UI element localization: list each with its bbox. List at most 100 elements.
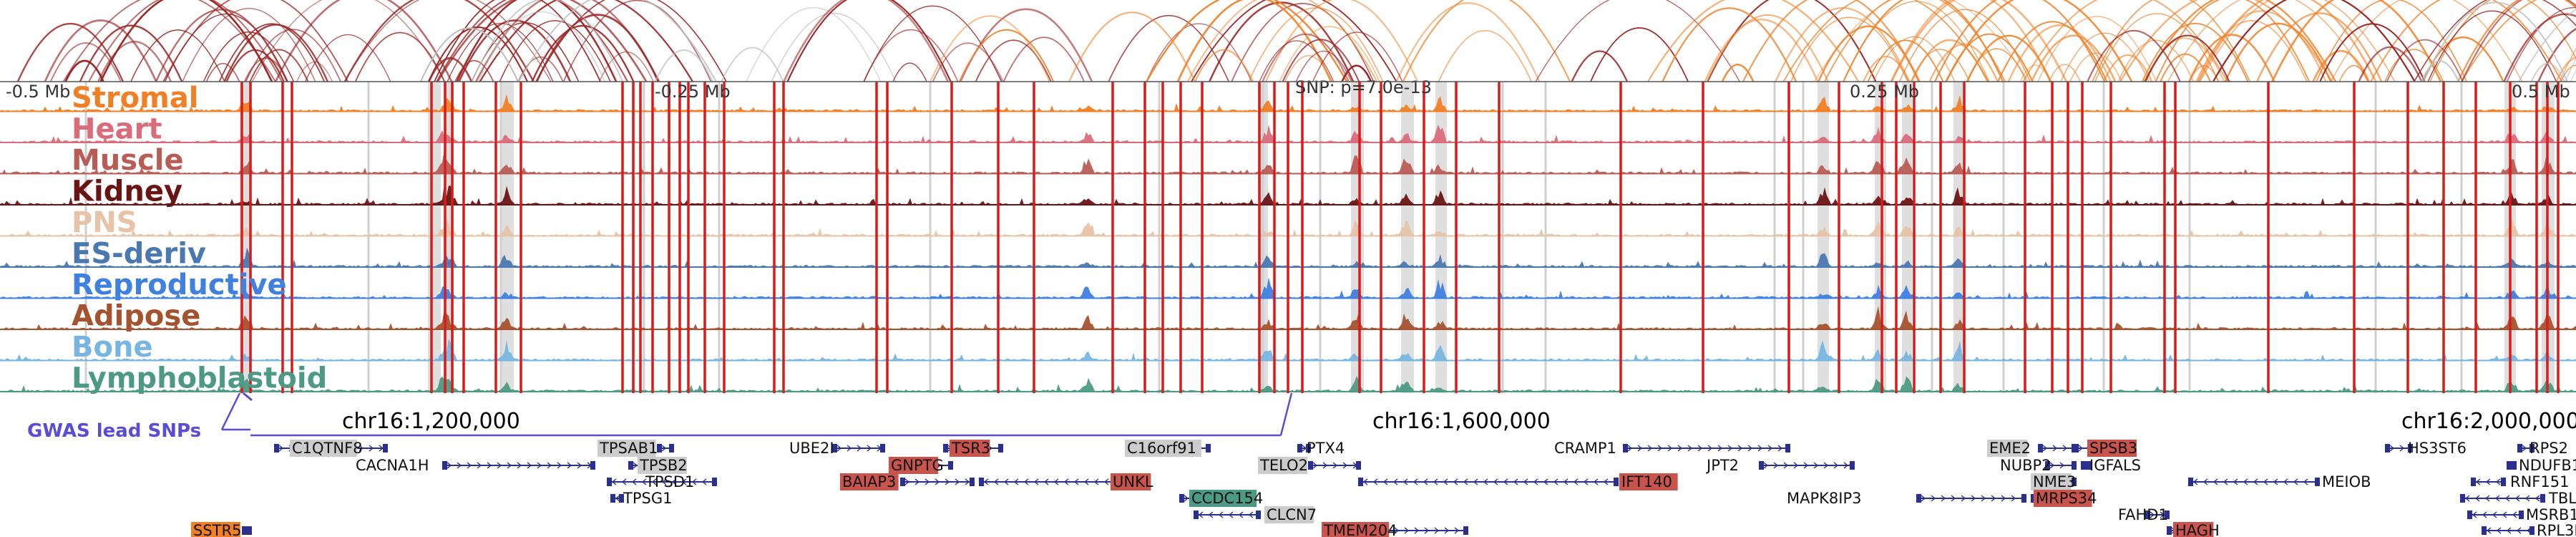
strand-chevron xyxy=(2504,495,2510,502)
signal-area xyxy=(0,218,2576,236)
signal-area xyxy=(0,376,2576,392)
strand-chevron xyxy=(477,462,482,469)
loop-arc-78 xyxy=(1194,49,1254,82)
track-label-kidney: Kidney xyxy=(72,175,182,208)
axis-label-0.25mb: 0.25 Mb xyxy=(1850,82,1919,102)
gene-tpsd1: TPSD1 xyxy=(607,473,717,490)
gene-label-box xyxy=(1111,473,1151,490)
loop-arc-136 xyxy=(1910,49,1971,82)
loop-arc-171 xyxy=(2358,46,2423,82)
gene-exon xyxy=(619,494,624,503)
gene-ptx4: PTX4 xyxy=(1297,440,1345,457)
strand-chevron xyxy=(1103,478,1109,485)
gene-ube2i: UBE2I xyxy=(789,440,885,457)
gene-exon xyxy=(832,444,837,453)
strand-chevron xyxy=(661,478,667,485)
gene-tpsab1: TPSAB1 xyxy=(597,440,674,457)
gene-label: SPSB3 xyxy=(2089,440,2137,457)
loop-arc-38 xyxy=(305,34,391,82)
gene-exon xyxy=(979,478,984,486)
highlight-region-3 xyxy=(501,82,514,393)
loop-arc-19 xyxy=(343,0,535,82)
gene-label: TSR3 xyxy=(951,440,990,457)
loop-arc-165 xyxy=(2414,0,2576,82)
gene-exon xyxy=(1297,444,1302,453)
gene-exon xyxy=(2529,444,2534,453)
strand-chevron xyxy=(278,445,284,452)
gene-sstr5: SSTR5 xyxy=(191,522,252,537)
gene-label: C1QTNF8 xyxy=(292,440,363,457)
loop-arc-28 xyxy=(296,62,333,82)
strand-chevron xyxy=(2482,511,2487,518)
gene-exon xyxy=(2045,461,2050,470)
loop-arc-43 xyxy=(456,0,618,82)
gene-label: TELO2 xyxy=(1259,457,1308,474)
gene-exon xyxy=(2031,494,2036,503)
gene-exon xyxy=(242,526,247,535)
strand-chevron xyxy=(369,445,374,452)
loop-arc-121 xyxy=(2048,64,2082,82)
gene-label: FAHD1 xyxy=(2118,506,2168,523)
gene-cramp1: CRAMP1 xyxy=(1554,440,1790,457)
strand-chevron xyxy=(2273,478,2278,485)
strand-chevron xyxy=(1443,478,1448,485)
gene-fahd1: FAHD1 xyxy=(2118,506,2170,523)
gene-exon xyxy=(943,444,948,453)
gene-exon xyxy=(2072,478,2077,486)
axis-labels: -0.5 Mb -0.25 Mb SNP: p=7.0e-13 0.25 Mb … xyxy=(0,77,2576,102)
track-label-es-deriv: ES-deriv xyxy=(72,238,206,271)
gene-label: MAPK8IP3 xyxy=(1787,490,1862,507)
snp-lines xyxy=(240,82,2560,393)
loop-arc-176 xyxy=(2518,9,2576,82)
loop-arc-14 xyxy=(16,23,125,82)
loop-arc-108 xyxy=(1742,0,1921,82)
loop-arc-60 xyxy=(783,0,949,82)
gene-exon xyxy=(1179,494,1184,503)
gene-exon xyxy=(998,444,1003,453)
gene-c1qtnf8: C1QTNF8 xyxy=(274,440,388,457)
loop-arc-140 xyxy=(2037,16,2157,82)
loop-arc-180 xyxy=(2422,1,2568,82)
loop-arc-97 xyxy=(1997,21,2108,82)
strand-chevron xyxy=(2052,445,2058,452)
gene-exon xyxy=(2167,526,2172,535)
gene-exon xyxy=(2519,511,2524,519)
gene-label-box xyxy=(1619,473,1678,490)
strand-chevron xyxy=(1434,527,1440,534)
strand-chevron xyxy=(1921,495,1926,502)
loop-arc-162 xyxy=(2224,22,2332,82)
gene-tpsb2: TPSB2 xyxy=(628,457,688,474)
gene-label: TPSG1 xyxy=(623,490,672,507)
strand-chevron xyxy=(1433,478,1438,485)
loop-arc-155 xyxy=(2069,52,2122,82)
gene-label-box xyxy=(1322,522,1390,537)
loop-arc-168 xyxy=(2145,34,2230,82)
gene-rnf151: RNF151 xyxy=(2471,473,2569,490)
loop-arc-141 xyxy=(2316,0,2467,82)
strand-chevron xyxy=(1773,462,1779,469)
strand-chevron xyxy=(1991,495,1996,502)
track-label-pns: PNS xyxy=(72,206,137,239)
strand-chevron xyxy=(1312,462,1318,469)
loop-arc-104 xyxy=(1890,0,2051,82)
gene-label: CCDC154 xyxy=(1191,490,1263,507)
gene-exon xyxy=(607,478,612,486)
strand-chevron xyxy=(1053,478,1059,485)
gene-exon xyxy=(2081,461,2086,470)
strand-chevron xyxy=(631,478,637,485)
strand-chevron xyxy=(1667,445,1673,452)
strand-chevron xyxy=(1453,478,1458,485)
gene-label: IGFALS xyxy=(2089,457,2141,474)
highlight-region-11 xyxy=(1953,82,1963,393)
gene-exon xyxy=(1759,461,1764,470)
strand-chevron xyxy=(1603,478,1609,485)
loop-arc-166 xyxy=(2087,29,2181,82)
loop-arc-72 xyxy=(1279,26,1380,82)
strand-chevron xyxy=(681,478,687,485)
loop-arc-179 xyxy=(2565,57,2576,82)
gene-label: RPS2 xyxy=(2529,440,2568,457)
strand-chevron xyxy=(661,445,667,452)
gene-label: MRPS34 xyxy=(2036,490,2097,507)
gene-eme2: EME2 xyxy=(1987,440,2077,457)
strand-chevron xyxy=(1687,445,1693,452)
